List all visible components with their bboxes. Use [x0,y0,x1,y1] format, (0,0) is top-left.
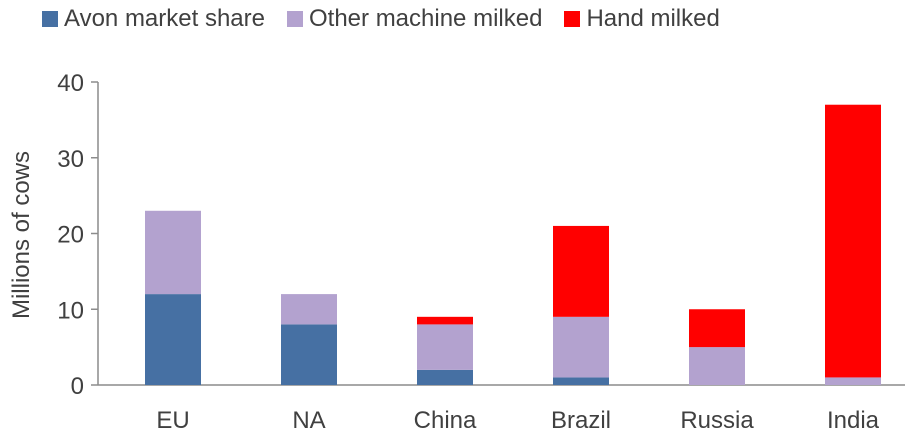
bar-china-hand-milked [417,316,473,325]
bars [145,104,881,385]
bar-russia-other-machine-milked [689,347,745,385]
y-tick-label: 40 [57,70,84,97]
legend: Avon market share Other machine milked H… [42,2,742,36]
legend-item-hand-milked: Hand milked [564,5,720,33]
legend-swatch-other-machine [287,11,303,27]
legend-item-other-machine: Other machine milked [287,5,542,33]
x-tick-label: EU [156,407,189,434]
y-tick-label: 30 [57,146,84,173]
bar-russia-hand-milked [689,309,745,348]
y-tick-label: 20 [57,222,84,249]
bar-india-other-machine-milked [825,377,881,385]
y-axis: 0 10 20 30 40 [57,70,99,400]
bar-brazil-hand-milked [553,225,609,317]
bar-china-avon-market-share [417,369,473,385]
legend-label-other-machine: Other machine milked [309,5,543,32]
x-tick-label: Brazil [551,407,611,434]
x-tick-label: India [827,407,880,434]
bar-brazil-avon-market-share [553,377,609,385]
legend-item-avon: Avon market share [42,5,265,33]
y-axis-title: Millions of cows [8,151,35,319]
x-tick-label: Russia [680,407,754,434]
bar-eu-avon-market-share [145,294,201,385]
y-tick-label: 10 [57,297,84,324]
x-axis: EU NA China Brazil Russia India [98,384,905,434]
legend-label-avon: Avon market share [64,5,265,32]
legend-swatch-avon [42,11,58,27]
bar-brazil-other-machine-milked [553,316,609,378]
bar-india-hand-milked [825,104,881,378]
x-tick-label: China [414,407,477,434]
bar-na-avon-market-share [281,324,337,385]
legend-label-hand-milked: Hand milked [586,5,720,32]
bar-na-other-machine-milked [281,294,337,325]
legend-swatch-hand-milked [564,11,581,27]
bar-china-other-machine-milked [417,324,473,370]
x-tick-label: NA [292,407,325,434]
bar-eu-other-machine-milked [145,210,201,295]
y-tick-label: 0 [71,373,84,400]
